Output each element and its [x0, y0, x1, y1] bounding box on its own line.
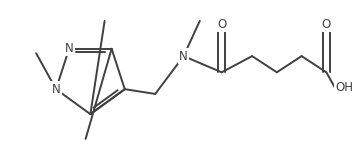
Text: N: N — [179, 50, 188, 63]
Text: N: N — [52, 83, 61, 96]
Text: OH: OH — [335, 81, 352, 94]
Text: O: O — [217, 18, 226, 31]
Text: O: O — [322, 18, 331, 31]
Text: N: N — [65, 42, 74, 55]
